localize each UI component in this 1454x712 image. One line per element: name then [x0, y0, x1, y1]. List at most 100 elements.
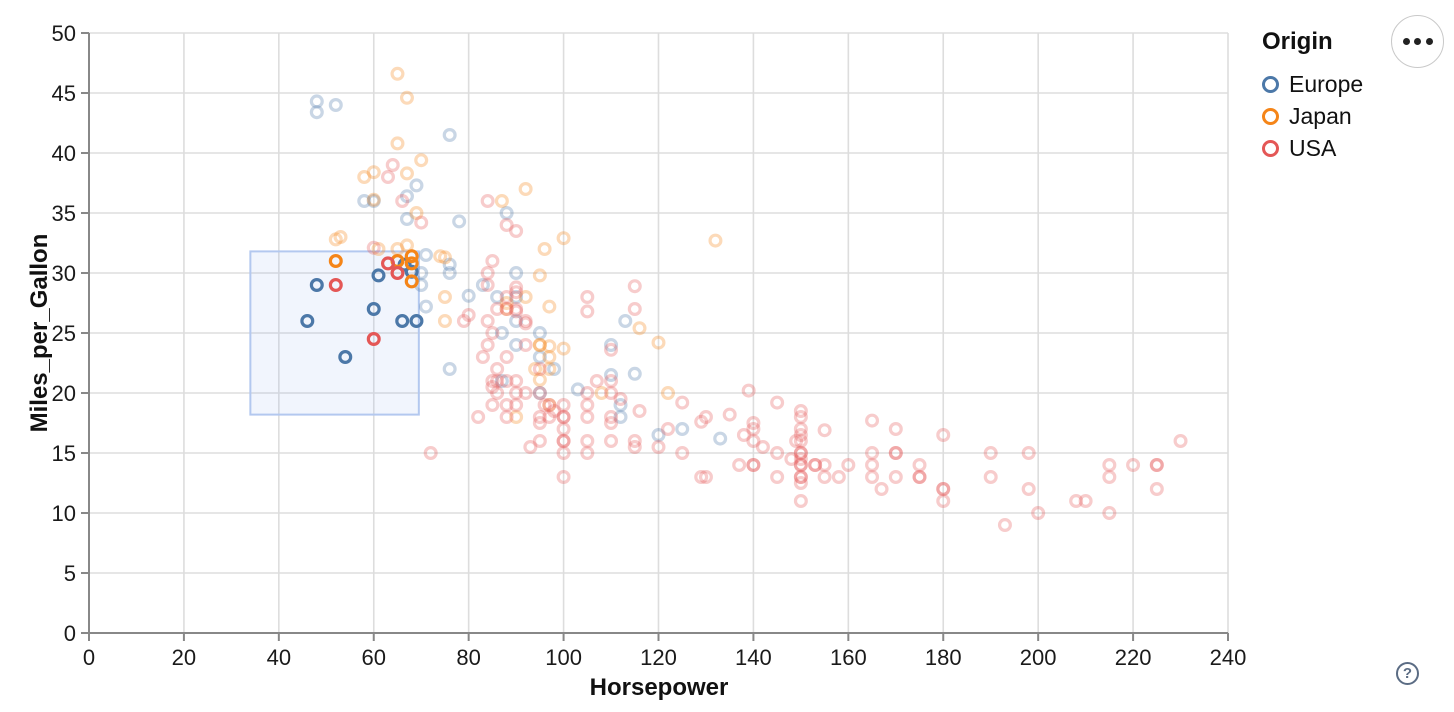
data-point: [499, 296, 514, 311]
data-point: [865, 470, 880, 485]
data-point: [1102, 458, 1117, 473]
data-point: [604, 410, 619, 425]
x-tick-label: 220: [1115, 645, 1152, 670]
data-point: [499, 302, 514, 317]
data-point: [589, 374, 604, 389]
y-tick-label: 45: [52, 81, 76, 106]
data-point: [793, 458, 808, 473]
data-point: [936, 482, 951, 497]
legend-entry-usa: USA: [1262, 132, 1363, 164]
data-point: [509, 224, 524, 239]
legend-label: USA: [1289, 134, 1337, 161]
data-point: [556, 341, 571, 356]
data-point: [499, 410, 514, 425]
data-point: [499, 350, 514, 365]
data-point: [499, 302, 514, 317]
data-point: [509, 338, 524, 353]
data-point: [793, 470, 808, 485]
help-icon[interactable]: ?: [1396, 662, 1419, 685]
data-point: [604, 434, 619, 449]
data-point: [793, 404, 808, 419]
data-point: [604, 368, 619, 383]
data-point: [509, 285, 524, 300]
chart-menu-button[interactable]: [1391, 15, 1444, 68]
legend-circle-icon: [1262, 107, 1279, 125]
data-point: [770, 395, 785, 410]
data-point: [580, 290, 595, 305]
data-point: [556, 231, 571, 246]
data-point: [1149, 458, 1164, 473]
data-point: [675, 422, 690, 437]
data-point: [556, 422, 571, 437]
data-point: [1173, 434, 1188, 449]
data-point: [789, 434, 804, 449]
data-point: [556, 410, 571, 425]
data-point: [660, 422, 675, 437]
data-point: [556, 470, 571, 485]
data-point: [627, 366, 642, 381]
data-point: [632, 321, 647, 336]
data-point: [627, 440, 642, 455]
data-point: [817, 470, 832, 485]
data-point: [580, 304, 595, 319]
data-point: [770, 470, 785, 485]
legend-title: Origin: [1262, 28, 1333, 55]
x-axis-title: Horsepower: [589, 674, 729, 701]
data-point: [651, 335, 666, 350]
data-point: [736, 428, 751, 443]
data-point: [888, 446, 903, 461]
data-point: [395, 314, 410, 329]
data-point: [874, 482, 889, 497]
data-point: [770, 446, 785, 461]
data-point: [1031, 506, 1046, 521]
data-point: [627, 302, 642, 317]
data-point: [480, 266, 495, 281]
data-point: [409, 178, 424, 193]
data-point: [390, 266, 405, 281]
data-point: [808, 458, 823, 473]
data-point: [437, 290, 452, 305]
data-point: [537, 242, 552, 257]
data-point: [532, 326, 547, 341]
data-point: [499, 398, 514, 413]
y-tick-label: 30: [52, 261, 76, 286]
data-point: [1069, 494, 1084, 509]
data-point: [418, 299, 433, 314]
data-point: [841, 458, 856, 473]
data-point: [556, 434, 571, 449]
data-point: [675, 446, 690, 461]
data-point: [518, 290, 533, 305]
data-point: [542, 398, 557, 413]
data-point: [399, 238, 414, 253]
data-point: [485, 326, 500, 341]
data-point: [309, 94, 324, 109]
data-point: [694, 414, 709, 429]
data-point: [509, 302, 524, 317]
data-point: [433, 249, 448, 264]
data-point: [532, 268, 547, 283]
legend-label: Europe: [1289, 70, 1364, 97]
data-point: [494, 374, 509, 389]
data-point: [399, 189, 414, 204]
data-point: [746, 422, 761, 437]
data-point: [485, 374, 500, 389]
data-point: [983, 470, 998, 485]
data-point: [1078, 494, 1093, 509]
data-point: [409, 314, 424, 329]
data-point: [556, 398, 571, 413]
data-point: [936, 482, 951, 497]
data-point: [784, 452, 799, 467]
data-point: [480, 338, 495, 353]
x-tick-label: 200: [1020, 645, 1057, 670]
data-point: [494, 326, 509, 341]
data-point: [746, 458, 761, 473]
data-point: [490, 302, 505, 317]
data-point: [542, 410, 557, 425]
data-point: [461, 288, 476, 303]
data-point: [537, 398, 552, 413]
data-point: [442, 266, 457, 281]
data-point: [532, 386, 547, 401]
data-point: [580, 434, 595, 449]
data-point: [475, 350, 490, 365]
